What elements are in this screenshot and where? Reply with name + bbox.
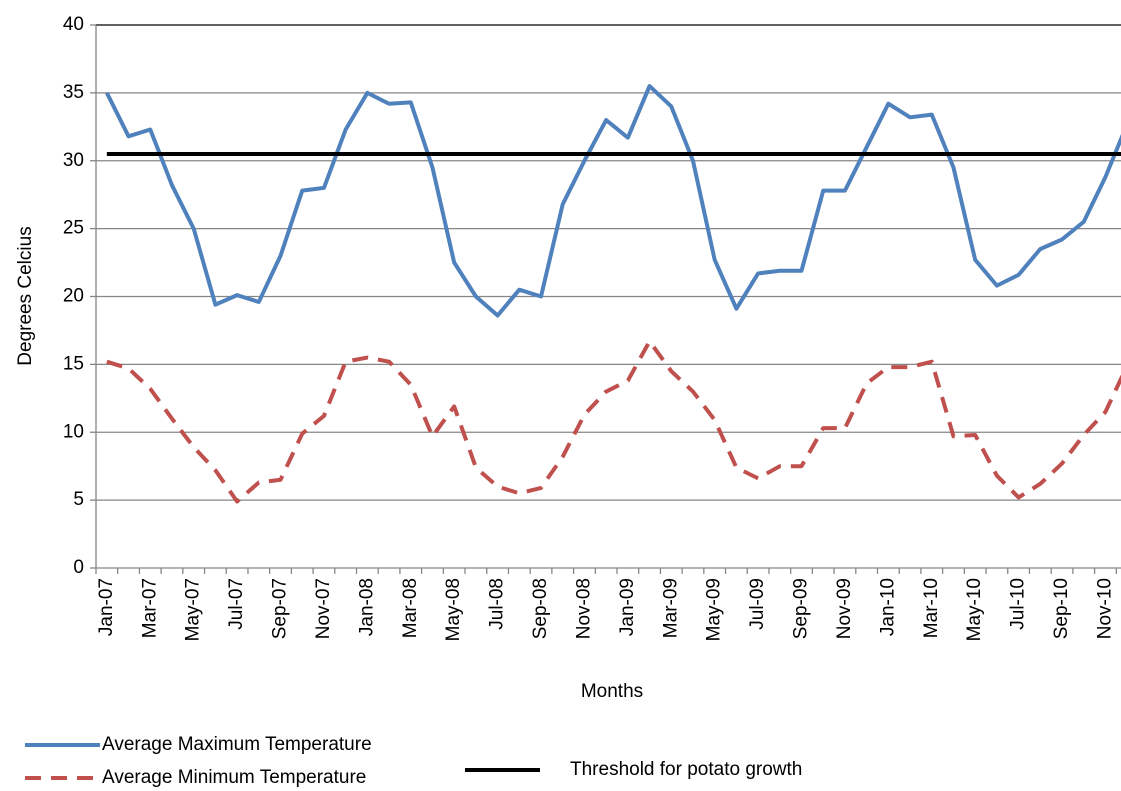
x-axis-label: Months xyxy=(581,681,643,702)
x-tick-label: Mar-09 xyxy=(660,578,681,638)
series-line xyxy=(105,84,1121,318)
x-tick-label: Sep-09 xyxy=(791,578,812,639)
x-tick-label: May-10 xyxy=(964,578,985,641)
x-tick-label: Jan-10 xyxy=(877,578,898,636)
x-tick-label: May-07 xyxy=(183,578,204,641)
y-tick-label: 0 xyxy=(73,557,84,578)
legend-label: Threshold for potato growth xyxy=(570,759,802,780)
y-tick-label: 10 xyxy=(63,421,84,442)
x-tick-label: Jan-08 xyxy=(356,578,377,636)
x-tick-label: Nov-08 xyxy=(573,578,594,639)
x-tick-label: Nov-10 xyxy=(1094,578,1115,639)
x-tick-label: Sep-08 xyxy=(530,578,551,639)
series-line xyxy=(106,339,1121,504)
x-tick-label: Mar-07 xyxy=(139,578,160,638)
legend-label: Average Minimum Temperature xyxy=(102,767,366,788)
x-tick-label: May-09 xyxy=(704,578,725,641)
y-tick-label: 15 xyxy=(63,353,84,374)
x-tick-label: Mar-10 xyxy=(921,578,942,638)
x-tick-label: May-08 xyxy=(443,578,464,641)
x-tick-label: Jul-08 xyxy=(487,578,508,630)
y-tick-label: 30 xyxy=(63,150,84,171)
x-tick-label: Jan-07 xyxy=(96,578,117,636)
y-tick-label: 40 xyxy=(63,14,84,35)
y-tick-label: 5 xyxy=(73,489,84,510)
x-tick-label: Jul-09 xyxy=(747,578,768,630)
legend-label: Average Maximum Temperature xyxy=(102,734,372,755)
x-tick-label: Nov-07 xyxy=(313,578,334,639)
x-tick-label: Jul-10 xyxy=(1008,578,1029,630)
x-tick-label: Sep-07 xyxy=(270,578,291,639)
y-tick-label: 20 xyxy=(63,286,84,307)
y-tick-label: 25 xyxy=(63,218,84,239)
x-tick-label: Sep-10 xyxy=(1051,578,1072,639)
y-tick-label: 35 xyxy=(63,82,84,103)
x-tick-label: Jan-09 xyxy=(617,578,638,636)
x-tick-label: Mar-08 xyxy=(400,578,421,638)
y-axis-label: Degrees Celcius xyxy=(15,226,36,365)
x-tick-label: Nov-09 xyxy=(834,578,855,639)
x-tick-label: Jul-07 xyxy=(226,578,247,630)
